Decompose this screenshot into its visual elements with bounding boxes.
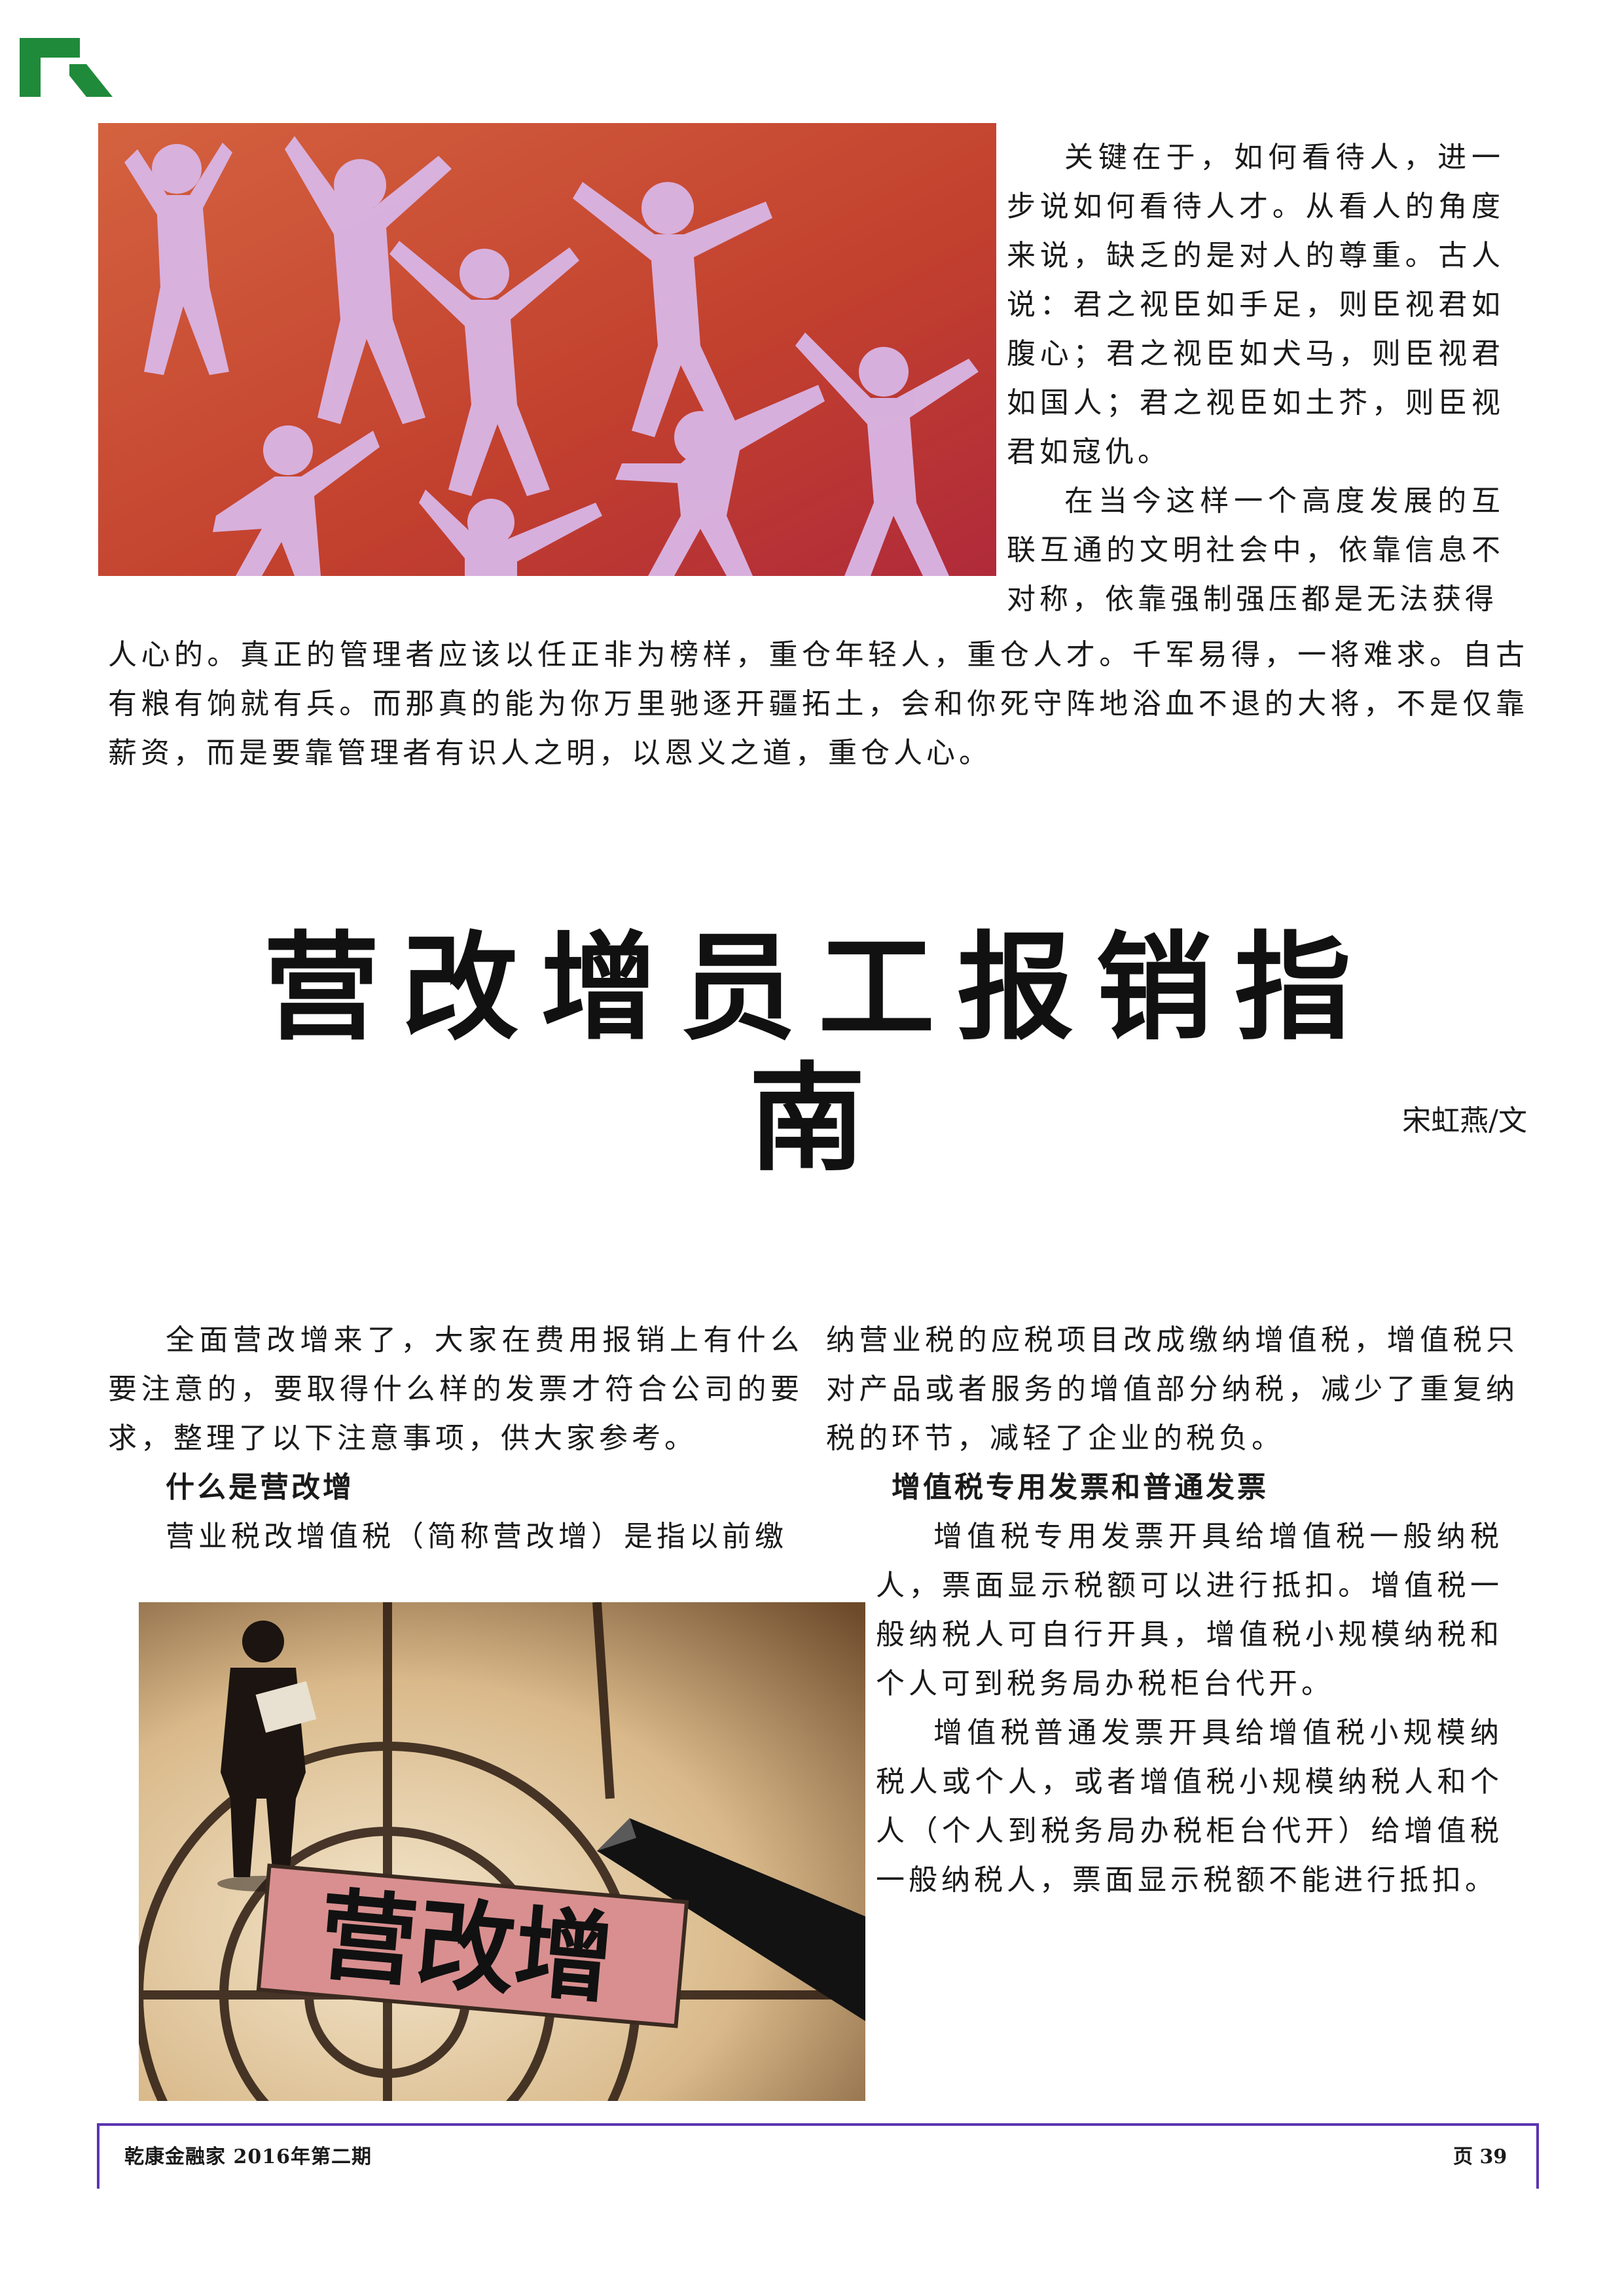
publication-logo [20,38,113,97]
intro-text-full: 人心的。真正的管理者应该以任正非为榜样，重仓年轻人，重仓人才。千军易得，一将难求… [108,630,1528,778]
article-left-column: 全面营改增来了，大家在费用报销上有什么要注意的，要取得什么样的发票才符合公司的要… [108,1316,803,1561]
paragraph: 全面营改增来了，大家在费用报销上有什么要注意的，要取得什么样的发票才符合公司的要… [108,1323,803,1455]
paragraph: 营业税改增值税（简称营改增）是指以前缴 [166,1520,787,1553]
paragraph: 增值税普通发票开具给增值税小规模纳税人或个人，或者增值税小规模纳税人和个人（个人… [876,1716,1503,1897]
footer-publication: 乾康金融家 2016年第二期 [124,2145,372,2168]
footer-rule [97,2123,1539,2189]
paper-people-image [98,123,996,576]
tax-reform-image: 营改增 [139,1602,865,2101]
article-right-bottom: 增值税专用发票开具给增值税一般纳税人，票面显示税额可以进行抵扣。增值税一般纳税人… [876,1512,1503,1905]
paragraph: 增值税专用发票开具给增值税一般纳税人，票面显示税额可以进行抵扣。增值税一般纳税人… [876,1520,1503,1700]
section-heading: 增值税专用发票和普通发票 [892,1471,1269,1504]
paragraph: 人心的。真正的管理者应该以任正非为榜样，重仓年轻人，重仓人才。千军易得，一将难求… [108,638,1528,770]
paragraph: 纳营业税的应税项目改成缴纳增值税，增值税只对产品或者服务的增值部分纳税，减少了重… [826,1323,1519,1455]
footer-page-number: 页 39 [1453,2145,1507,2168]
paragraph: 关键在于，如何看待人，进一步说如何看待人才。从看人的角度来说，缺乏的是对人的尊重… [1007,141,1504,469]
image-label: 营改增 [314,1877,618,2018]
intro-text-column: 关键在于，如何看待人，进一步说如何看待人才。从看人的角度来说，缺乏的是对人的尊重… [1007,133,1504,624]
article-title: 营改增员工报销指南 [263,920,1373,1187]
article-byline: 宋虹燕/文 [1402,1104,1527,1138]
paragraph: 在当今这样一个高度发展的互联互通的文明社会中，依靠信息不对称，依靠强制强压都是无… [1007,484,1504,616]
section-heading: 什么是营改增 [166,1471,354,1504]
article-right-top: 纳营业税的应税项目改成缴纳增值税，增值税只对产品或者服务的增值部分纳税，减少了重… [826,1316,1519,1512]
